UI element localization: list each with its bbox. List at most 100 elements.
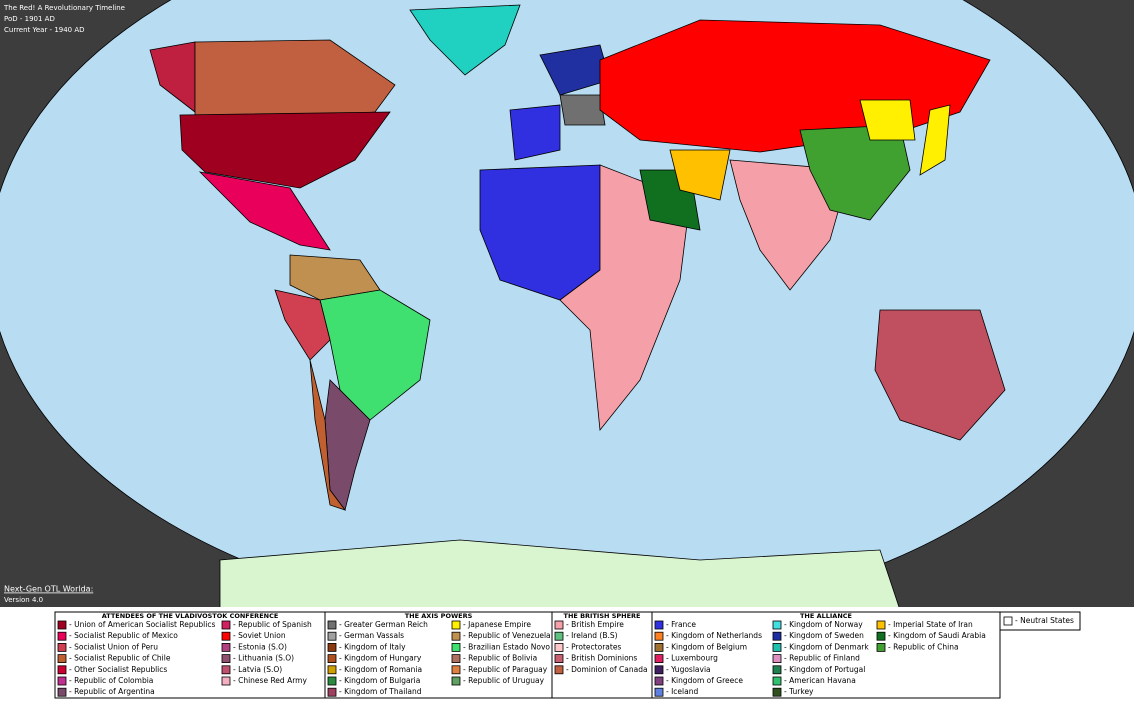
legend-swatch [654,687,664,697]
legend-label: - British Dominions [566,654,637,663]
legend-swatch [221,620,231,630]
legend-swatch [221,631,231,641]
legend-swatch [554,665,564,675]
legend-swatch [327,687,337,697]
legend-label: - Soviet Union [233,631,286,640]
legend-swatch [57,676,67,686]
legend-swatch [451,665,461,675]
legend-label: - Latvia (S.O) [233,665,282,674]
legend-label: - Republic of Colombia [69,676,153,685]
legend-swatch [327,676,337,686]
iran [669,149,731,201]
legend-swatch [772,687,782,697]
legend-swatch [57,654,67,663]
legend-group-title: THE ALLIANCE [800,612,852,620]
france [509,104,561,161]
greenland [409,4,521,76]
legend-label: - Other Socialist Republics [69,665,167,674]
legend-label: - Chinese Red Army [233,676,307,685]
legend-label: - Kingdom of Denmark [784,642,869,651]
legend-label: - Union of American Socialist Republics [69,620,215,629]
legend-label: - Kingdom of Portugal [784,665,865,674]
legend-label: - Republic of Finland [784,654,860,663]
footer-version: Version 4.0 [4,596,43,604]
legend-label: - Republic of Spanish [233,620,312,629]
legend-box [54,611,326,699]
legend-box [999,611,1081,631]
legend-swatch [451,654,461,663]
legend-label: - Japanese Empire [463,620,531,629]
legend-label: - Republic of Venezuela [463,631,551,640]
legend-swatch [1003,616,1013,626]
legend-swatch [876,643,886,652]
legend-swatch [57,620,67,630]
peru [274,289,331,361]
legend-label: - Kingdom of Hungary [339,654,422,663]
legend-group-title: THE BRITISH SPHERE [564,612,641,620]
legend-label: - Imperial State of Iran [888,620,973,629]
legend-swatch [554,631,564,641]
legend-swatch [772,676,782,686]
legend-label: - German Vassals [339,631,404,640]
legend-label: - Ireland (B.S) [566,631,618,640]
legend-label: - Republic of Paraguay [463,665,548,674]
legend-swatch [57,665,67,675]
legend-label: - Republic of Argentina [69,687,155,696]
antarctica [219,539,900,607]
legend-swatch [327,643,337,652]
legend-box [324,611,553,699]
header-line: PoD - 1901 AD [4,15,55,23]
legend-label: - Kingdom of Romania [339,665,422,674]
legend-label: - Yugoslavia [666,665,711,674]
legend-swatch [451,631,461,641]
legend-label: - Kingdom of Netherlands [666,631,762,640]
legend-label: - Kingdom of Greece [666,676,743,685]
legend-swatch [451,620,461,630]
legend-swatch [772,631,782,641]
footer-title: Next-Gen OTL Worlda: [4,585,93,594]
legend-label: - Lithuania (S.O) [233,654,294,663]
legend-label: - Brazilian Estado Novo [463,642,550,651]
legend-swatch [654,620,664,630]
legend: ATTENDEES OF THE VLADIVOSTOK CONFERENCE-… [54,611,1081,699]
legend-label: - France [666,620,696,629]
legend-label: - British Empire [566,620,624,629]
legend-label: - Socialist Republic of Mexico [69,631,178,640]
germany [559,94,606,126]
mexico [198,171,331,251]
legend-swatch [654,665,664,675]
legend-swatch [221,654,231,663]
legend-swatch [772,665,782,675]
legend-swatch [57,631,67,641]
legend-label: - Estonia (S.O) [233,642,287,651]
legend-label: - Kingdom of Norway [784,620,863,629]
legend-swatch [654,631,664,641]
legend-swatch [327,665,337,675]
legend-swatch [221,665,231,675]
legend-swatch [654,676,664,686]
legend-box [651,611,1001,699]
legend-swatch [772,620,782,630]
header-line: The Red! A Revolutionary Timeline [3,4,125,12]
legend-swatch [876,631,886,641]
legend-label: - Republic of Uruguay [463,676,545,685]
chile [309,359,347,511]
legend-label: - Protectorates [566,642,621,651]
legend-label: - American Havana [784,676,856,685]
legend-label: - Kingdom of Sweden [784,631,864,640]
legend-label: - Dominion of Canada [566,665,648,674]
legend-swatch [876,620,886,630]
legend-swatch [554,654,564,663]
legend-swatch [221,643,231,652]
legend-swatch [772,643,782,652]
legend-label: - Kingdom of Bulgaria [339,676,420,685]
legend-label: - Greater German Reich [339,620,428,629]
manchuria [859,99,916,141]
legend-label: - Neutral States [1015,616,1074,625]
usa [179,111,391,189]
legend-swatch [327,654,337,663]
legend-swatch [451,676,461,686]
legend-group-title: THE AXIS POWERS [405,612,473,620]
legend-label: - Luxembourg [666,654,718,663]
brazil [319,289,431,421]
